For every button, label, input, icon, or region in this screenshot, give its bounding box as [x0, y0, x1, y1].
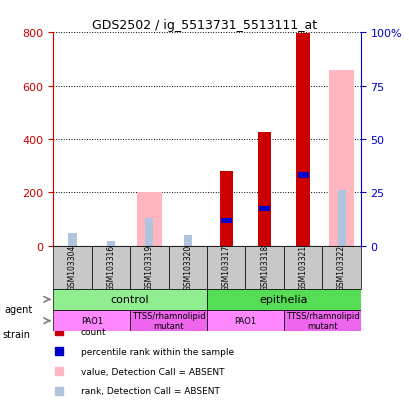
FancyBboxPatch shape: [245, 246, 283, 289]
Text: TTSS/rhamnolipid
mutant: TTSS/rhamnolipid mutant: [285, 311, 358, 331]
Bar: [257, 133, 271, 246]
Bar: [183, 236, 191, 246]
Bar: [296, 34, 309, 246]
FancyBboxPatch shape: [130, 310, 207, 332]
Text: rank, Detection Call = ABSENT: rank, Detection Call = ABSENT: [81, 386, 219, 395]
Text: GSM103321: GSM103321: [298, 244, 307, 291]
FancyBboxPatch shape: [207, 289, 360, 310]
Bar: [297, 173, 308, 178]
FancyBboxPatch shape: [283, 310, 360, 332]
Text: GSM103319: GSM103319: [144, 244, 153, 291]
Bar: [337, 190, 345, 246]
Bar: [68, 233, 76, 246]
FancyBboxPatch shape: [53, 310, 130, 332]
Text: GSM103316: GSM103316: [106, 244, 115, 291]
Bar: [137, 193, 161, 246]
Text: agent: agent: [4, 305, 32, 315]
FancyBboxPatch shape: [283, 246, 321, 289]
FancyBboxPatch shape: [168, 246, 207, 289]
Text: control: control: [110, 294, 149, 305]
FancyBboxPatch shape: [53, 289, 207, 310]
Text: GSM103317: GSM103317: [221, 244, 230, 291]
Text: TTSS/rhamnolipid
mutant: TTSS/rhamnolipid mutant: [131, 311, 205, 331]
Text: GSM103322: GSM103322: [336, 244, 345, 291]
Bar: [145, 218, 153, 246]
Text: PAO1: PAO1: [234, 316, 256, 325]
Text: percentile rank within the sample: percentile rank within the sample: [81, 347, 234, 356]
Text: value, Detection Call = ABSENT: value, Detection Call = ABSENT: [81, 367, 224, 375]
FancyBboxPatch shape: [53, 246, 92, 289]
Text: count: count: [81, 327, 106, 336]
Text: strain: strain: [2, 330, 30, 339]
Bar: [258, 206, 270, 211]
FancyBboxPatch shape: [321, 246, 360, 289]
Bar: [107, 241, 115, 246]
Text: epithelia: epithelia: [259, 294, 308, 305]
FancyBboxPatch shape: [92, 246, 130, 289]
Text: GSM103304: GSM103304: [68, 244, 77, 291]
Text: PAO1: PAO1: [81, 316, 103, 325]
FancyBboxPatch shape: [207, 246, 245, 289]
Bar: [329, 70, 353, 246]
Text: GSM103320: GSM103320: [183, 244, 192, 291]
FancyBboxPatch shape: [207, 310, 283, 332]
Bar: [220, 218, 231, 224]
FancyBboxPatch shape: [130, 246, 168, 289]
Bar: [219, 172, 232, 246]
Text: GDS2502 / ig_5513731_5513111_at: GDS2502 / ig_5513731_5513111_at: [92, 19, 317, 31]
Text: GSM103318: GSM103318: [260, 244, 269, 291]
